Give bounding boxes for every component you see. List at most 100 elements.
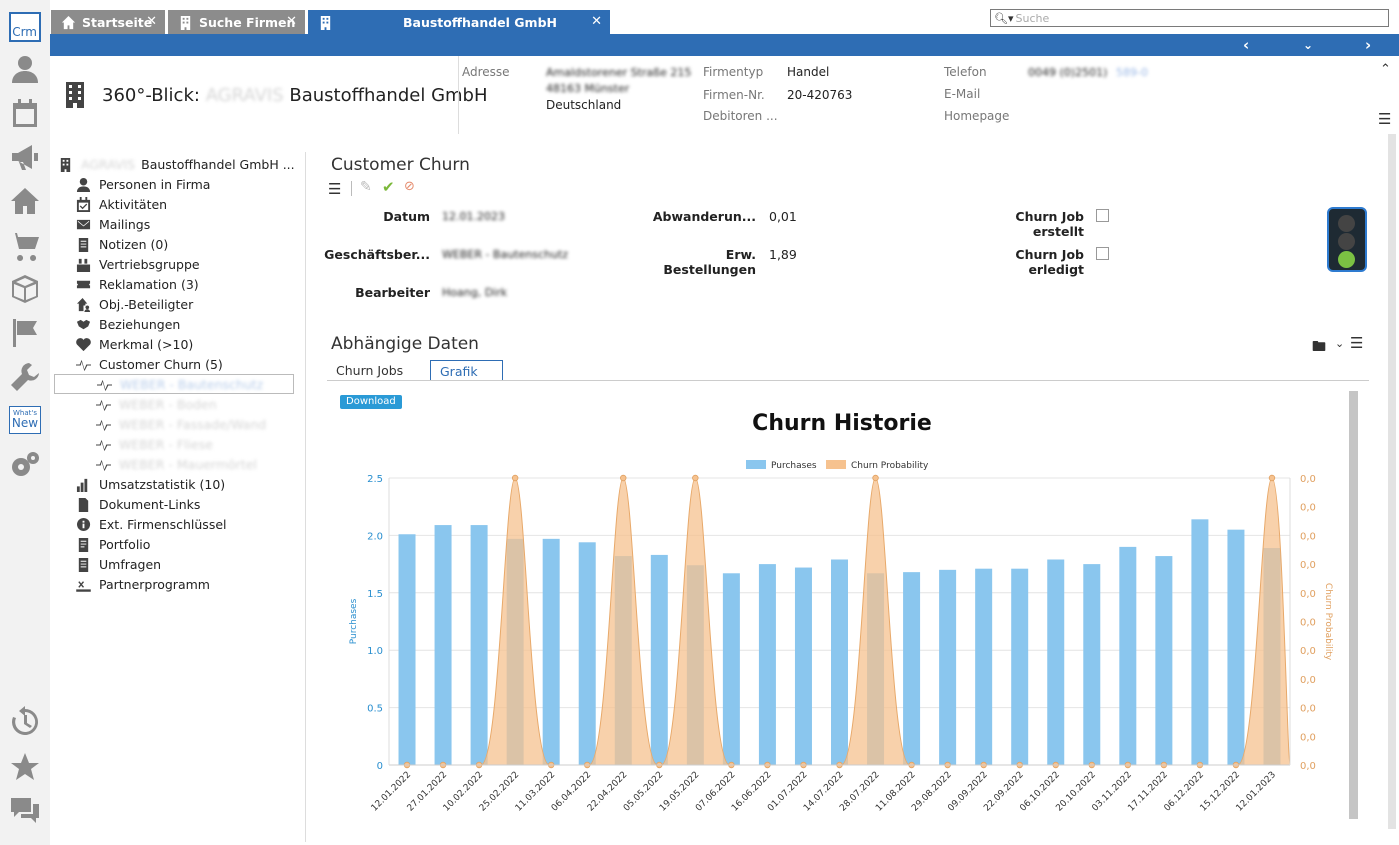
building-icon xyxy=(66,82,84,108)
pulse-icon xyxy=(94,436,112,452)
navigation-tree: AGRAVIS Baustoffhandel GmbH ... Personen… xyxy=(50,152,306,842)
telefon-label: Telefon xyxy=(944,65,987,79)
address-line1: Amaldstorener Straße 215 xyxy=(546,66,692,79)
tree-item-merkmal[interactable]: Merkmal (>10) xyxy=(74,334,193,354)
menu-icon[interactable]: ☰ xyxy=(1350,334,1364,352)
tree-item-label: Umsatzstatistik (10) xyxy=(99,476,226,492)
tab-label: Suche Firmen xyxy=(199,14,296,30)
download-button[interactable]: Download xyxy=(340,395,402,409)
address-country: Deutschland xyxy=(546,98,622,112)
tab-underline xyxy=(327,380,1369,381)
calendar-icon[interactable] xyxy=(8,96,42,130)
tree-item-dokument-links[interactable]: Dokument-Links xyxy=(74,494,200,514)
home-icon[interactable] xyxy=(8,184,42,218)
y-tick-label: 1.0 xyxy=(367,646,383,657)
tab-grafik[interactable]: Grafik xyxy=(430,360,503,381)
tab-startseite[interactable]: Startseite ✕ xyxy=(51,10,165,34)
tree-item-partnerprogramm[interactable]: Partnerprogramm xyxy=(74,574,210,594)
tree-item-obj-beteiligter[interactable]: Obj.-Beteiligter xyxy=(74,294,193,314)
tree-item-umsatzstatistik[interactable]: Umsatzstatistik (10) xyxy=(74,474,225,494)
bar xyxy=(1191,519,1209,765)
tree-subitem[interactable]: WEBER - Fassade/Wand xyxy=(94,414,266,434)
cart-icon[interactable] xyxy=(8,228,42,262)
whats-new-big: New xyxy=(11,416,39,430)
tab-suche-firmen[interactable]: Suche Firmen ✕ xyxy=(168,10,305,34)
tree-item-aktivitaeten[interactable]: Aktivitäten xyxy=(74,194,167,214)
tree-item-mailings[interactable]: Mailings xyxy=(74,214,150,234)
bar xyxy=(434,525,452,765)
box-icon[interactable] xyxy=(8,272,42,306)
search-input[interactable] xyxy=(1013,11,1374,25)
tree-subitem[interactable]: WEBER - Bautenschutz xyxy=(54,374,294,394)
bearbeiter-value: Hoang, Dirk xyxy=(442,286,508,299)
chevron-left-icon[interactable]: ‹ xyxy=(1243,36,1250,54)
tree-item-label: Ext. Firmenschlüssel xyxy=(99,516,227,532)
tree-root-label: Baustoffhandel GmbH ... xyxy=(141,156,295,172)
close-icon[interactable]: ✕ xyxy=(146,14,157,29)
close-icon[interactable]: ✕ xyxy=(286,14,297,29)
tree-item-label: Umfragen xyxy=(99,556,162,572)
crm-logo-text: Crm xyxy=(12,25,37,39)
tree-item-portfolio[interactable]: Portfolio xyxy=(74,534,150,554)
legend-label: Purchases xyxy=(771,461,817,471)
page-scrollbar[interactable] xyxy=(1388,134,1396,829)
tree-root[interactable]: AGRAVIS Baustoffhandel GmbH ... xyxy=(56,154,295,174)
tab-churn-jobs[interactable]: Churn Jobs xyxy=(336,363,404,378)
tree-subitem[interactable]: WEBER - Fliese xyxy=(94,434,213,454)
menu-icon[interactable]: ☰ xyxy=(328,180,342,198)
collapse-icon[interactable]: ⌃ xyxy=(1380,62,1391,77)
churn-job-erstellt-checkbox[interactable] xyxy=(1096,209,1109,222)
whats-new-button[interactable]: What's New xyxy=(9,406,41,434)
chat-icon[interactable] xyxy=(8,794,42,828)
history-icon[interactable] xyxy=(8,705,42,739)
legend-swatch xyxy=(746,460,766,469)
search-box[interactable]: 🔍︎▾ xyxy=(990,9,1389,27)
flag-icon[interactable] xyxy=(8,316,42,350)
chevron-down-icon[interactable]: ⌄ xyxy=(1303,38,1314,52)
tree-item-vertriebsgruppe[interactable]: Vertriebsgruppe xyxy=(74,254,200,274)
bar xyxy=(939,569,957,765)
tree-item-ext-firmenschluessel[interactable]: Ext. Firmenschlüssel xyxy=(74,514,227,534)
tree-item-notizen[interactable]: Notizen (0) xyxy=(74,234,168,254)
telefon-ext-link[interactable]: 589-0 xyxy=(1116,66,1148,79)
y2-tick-label: 0,0 xyxy=(1300,704,1316,715)
chevron-down-icon[interactable]: ⌄ xyxy=(1335,337,1345,350)
chart-scrollbar[interactable] xyxy=(1349,391,1358,819)
check-icon[interactable]: ✔ xyxy=(382,178,395,196)
tab-baustoffhandel[interactable]: Baustoffhandel GmbH ✕ xyxy=(308,10,610,34)
user-icon[interactable] xyxy=(8,52,42,86)
churn-chart: Churn Historie Purchases Churn Probabilit… xyxy=(349,411,1333,814)
tree-item-reklamation[interactable]: Reklamation (3) xyxy=(74,274,199,294)
y-tick-label: 0 xyxy=(377,761,383,772)
churn-job-erledigt-checkbox[interactable] xyxy=(1096,247,1109,260)
menu-icon[interactable]: ☰ xyxy=(1378,110,1392,128)
wrench-icon[interactable] xyxy=(8,360,42,394)
y-tick-label: 0.5 xyxy=(367,704,383,715)
house-user-icon xyxy=(74,296,92,312)
bar xyxy=(650,554,668,765)
close-icon[interactable]: ✕ xyxy=(591,14,602,29)
churn-job-erledigt-label1: Churn Job xyxy=(1015,247,1084,262)
tree-item-beziehungen[interactable]: Beziehungen xyxy=(74,314,180,334)
homepage-label: Homepage xyxy=(944,109,1010,123)
tree-item-customer-churn[interactable]: Customer Churn (5) xyxy=(74,354,223,374)
star-icon[interactable] xyxy=(8,750,42,784)
tree-root-blurred: AGRAVIS xyxy=(81,156,136,172)
tree-item-label: Obj.-Beteiligter xyxy=(99,296,194,312)
tree-item-personen[interactable]: Personen in Firma xyxy=(74,174,210,194)
bar xyxy=(722,573,740,765)
datum-label: Datum xyxy=(383,209,430,224)
tree-subitem[interactable]: WEBER - Boden xyxy=(94,394,217,414)
whats-new-small: What's xyxy=(13,409,37,417)
building-icon xyxy=(56,156,74,172)
edit-icon[interactable]: ✎ xyxy=(360,179,372,195)
folder-icon[interactable]: 🖿︎ xyxy=(1312,339,1326,355)
address-line2: 48163 Münster xyxy=(546,82,630,95)
cancel-icon[interactable]: ⊘ xyxy=(404,179,415,194)
chevron-right-icon[interactable]: › xyxy=(1365,36,1372,54)
megaphone-icon[interactable] xyxy=(8,140,42,174)
crm-logo[interactable]: Crm xyxy=(9,12,41,42)
tree-subitem[interactable]: WEBER - Mauermörtel xyxy=(94,454,257,474)
gears-icon[interactable] xyxy=(8,448,42,482)
tree-item-umfragen[interactable]: Umfragen xyxy=(74,554,161,574)
